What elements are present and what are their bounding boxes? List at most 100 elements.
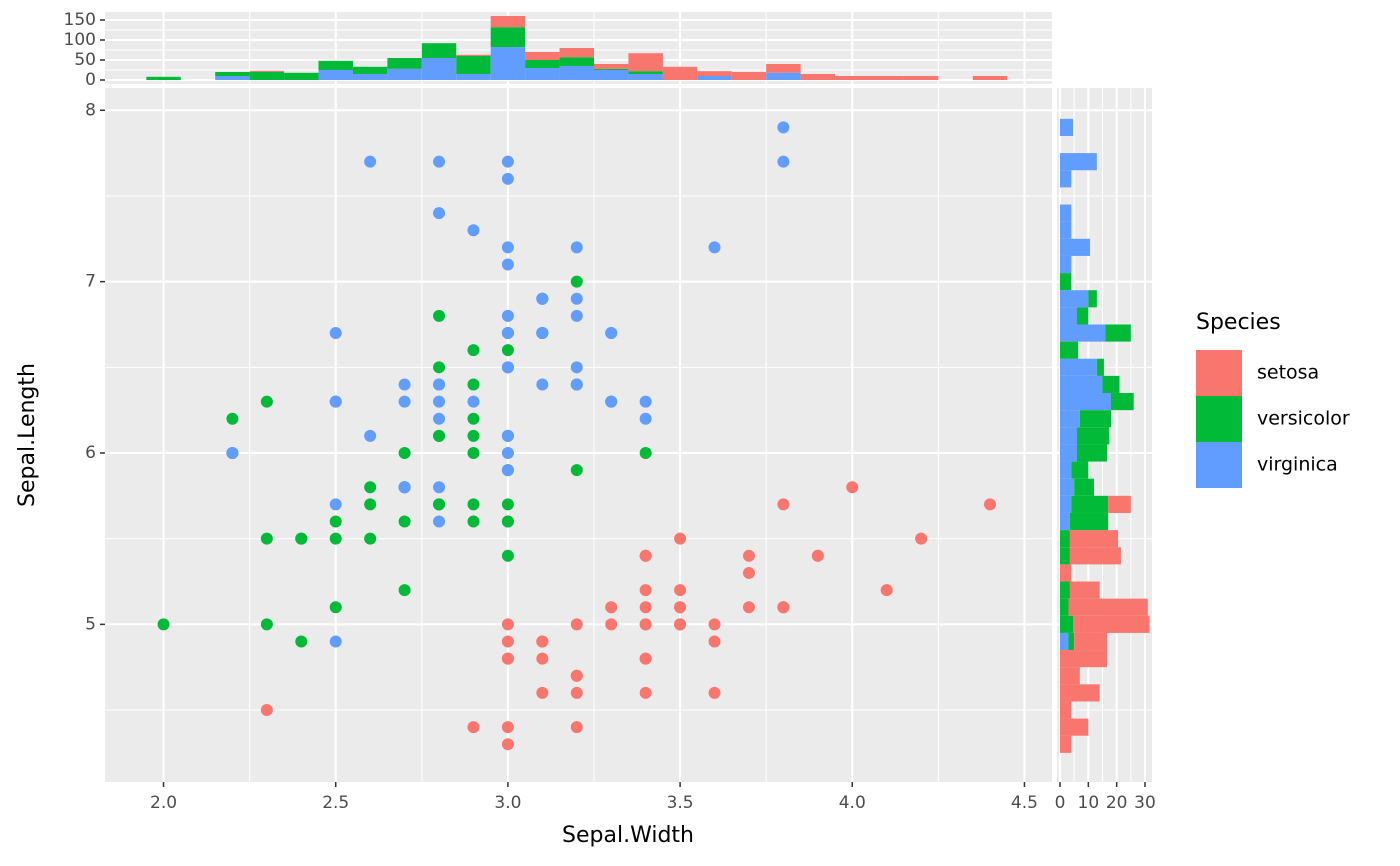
histogram-bar bbox=[1060, 615, 1074, 633]
histogram-bar bbox=[215, 76, 250, 80]
histogram-bar bbox=[628, 53, 663, 72]
histogram-bar bbox=[456, 74, 491, 80]
histogram-bar bbox=[1060, 290, 1089, 308]
histogram-bar bbox=[1073, 615, 1150, 633]
histogram-bar bbox=[1060, 238, 1091, 256]
point bbox=[433, 481, 446, 494]
histogram-bar bbox=[456, 56, 491, 74]
histogram-bar bbox=[352, 74, 388, 80]
histogram-bar bbox=[1071, 495, 1109, 513]
point bbox=[295, 635, 308, 648]
histogram-bar bbox=[387, 58, 422, 69]
histogram-bar bbox=[1060, 341, 1079, 359]
histogram-bar bbox=[559, 57, 594, 66]
point bbox=[501, 515, 514, 528]
point bbox=[329, 601, 342, 614]
histogram-bar bbox=[525, 52, 560, 60]
histogram-bar bbox=[1060, 478, 1075, 496]
point bbox=[398, 515, 411, 528]
point bbox=[742, 601, 755, 614]
point bbox=[467, 412, 480, 425]
histogram-bar bbox=[1060, 410, 1080, 428]
point bbox=[501, 309, 514, 322]
point bbox=[777, 601, 790, 614]
histogram-bar bbox=[249, 72, 285, 80]
x-tick-label: 10 bbox=[1078, 793, 1100, 813]
point bbox=[501, 155, 514, 168]
histogram-bar bbox=[490, 47, 526, 80]
histogram-bar bbox=[1060, 512, 1070, 531]
point bbox=[433, 207, 446, 220]
point bbox=[467, 515, 480, 528]
point bbox=[639, 618, 652, 631]
histogram-bar bbox=[1069, 581, 1100, 599]
histogram-bar bbox=[1060, 495, 1072, 513]
histogram-bar bbox=[593, 70, 629, 80]
point bbox=[536, 378, 549, 391]
histogram-bar bbox=[318, 70, 353, 80]
histogram-bar bbox=[1060, 324, 1106, 342]
histogram-bar bbox=[1060, 444, 1078, 462]
histogram-bar bbox=[1060, 427, 1078, 445]
legend-label: versicolor bbox=[1257, 408, 1350, 430]
histogram-bar bbox=[1060, 718, 1089, 736]
y-tick-label: 100 bbox=[64, 30, 96, 50]
x-tick-label: 3.5 bbox=[667, 793, 694, 813]
legend-title: Species bbox=[1196, 310, 1281, 335]
histogram-bar bbox=[421, 43, 457, 58]
histogram-bar bbox=[1060, 170, 1072, 188]
point bbox=[398, 584, 411, 597]
histogram-bar bbox=[1060, 581, 1070, 599]
point bbox=[501, 327, 514, 340]
point bbox=[536, 686, 549, 699]
histogram-bar bbox=[1060, 461, 1072, 479]
histogram-bar bbox=[1111, 393, 1134, 411]
point bbox=[639, 549, 652, 562]
histogram-bar bbox=[284, 72, 319, 80]
histogram-bar bbox=[1060, 701, 1072, 719]
x-tick-label: 4.0 bbox=[839, 793, 866, 813]
point bbox=[501, 344, 514, 357]
histogram-bar bbox=[318, 60, 353, 70]
histogram-bar bbox=[559, 66, 594, 80]
histogram-bar bbox=[1060, 598, 1069, 616]
marks bbox=[146, 16, 1150, 753]
point bbox=[467, 721, 480, 734]
histogram-bar bbox=[593, 64, 629, 69]
point bbox=[674, 532, 687, 545]
histogram-bar bbox=[662, 66, 698, 80]
histogram-bar bbox=[1060, 684, 1100, 702]
point bbox=[501, 498, 514, 511]
histogram-bar bbox=[1060, 273, 1072, 291]
point bbox=[984, 498, 997, 511]
histogram-bar bbox=[1060, 547, 1070, 565]
point bbox=[639, 395, 652, 408]
histogram-bar bbox=[559, 48, 594, 58]
point bbox=[467, 344, 480, 357]
x-tick-label: 3.0 bbox=[494, 793, 521, 813]
point bbox=[467, 395, 480, 408]
point bbox=[570, 361, 583, 374]
y-tick-label: 8 bbox=[85, 100, 96, 120]
histogram-bar bbox=[766, 72, 801, 80]
histogram-bar bbox=[1068, 632, 1075, 651]
histogram-bar bbox=[1060, 735, 1072, 753]
point bbox=[364, 155, 377, 168]
histogram-bar bbox=[1077, 444, 1108, 462]
histogram-bar bbox=[835, 76, 870, 80]
point bbox=[364, 532, 377, 545]
histogram-bar bbox=[1060, 375, 1103, 394]
point bbox=[329, 498, 342, 511]
point bbox=[880, 584, 893, 597]
y-tick-label: 0 bbox=[85, 70, 96, 90]
point bbox=[295, 532, 308, 545]
point bbox=[605, 327, 618, 340]
histogram-bar bbox=[387, 68, 422, 80]
point bbox=[433, 412, 446, 425]
point bbox=[639, 446, 652, 459]
histogram-bar bbox=[1068, 598, 1148, 616]
histogram-bar bbox=[731, 72, 767, 80]
legend-key bbox=[1196, 442, 1242, 488]
y-tick-label: 7 bbox=[85, 272, 96, 292]
histogram-bar bbox=[1060, 118, 1074, 136]
